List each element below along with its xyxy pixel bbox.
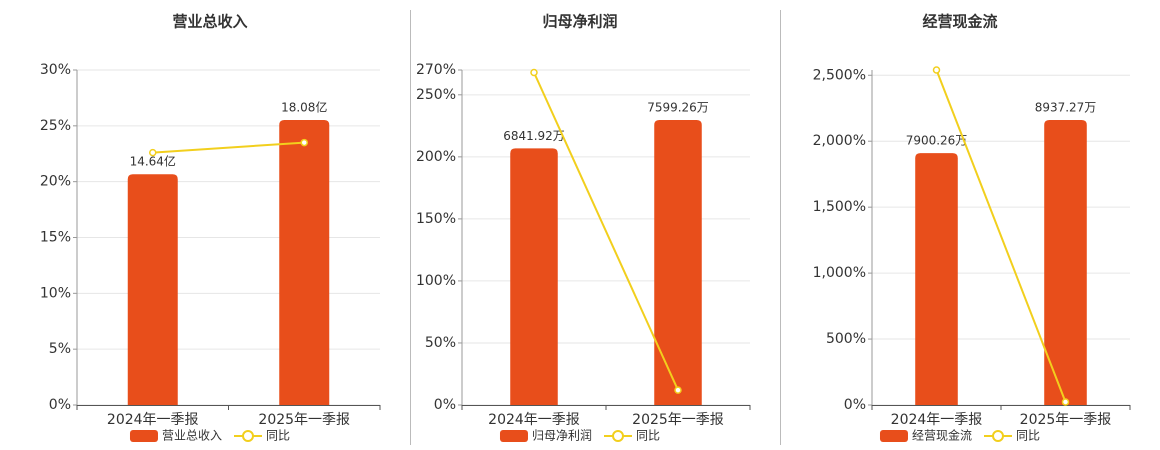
y-tick-label: 30% [40, 62, 71, 78]
legend-swatch [499, 430, 528, 442]
bar [127, 174, 178, 405]
y-tick-label: 2,000% [813, 133, 866, 149]
legend-label: 同比 [636, 429, 660, 443]
y-tick-label: 1,000% [813, 265, 866, 281]
y-tick-label: 250% [416, 87, 456, 103]
legend-label: 同比 [266, 429, 290, 443]
y-tick-label: 10% [40, 285, 71, 301]
value-label: 7599.26万 [647, 100, 709, 114]
legend-swatch [612, 430, 624, 442]
x-tick-label: 2025年一季报 [258, 412, 350, 428]
legend-swatch [992, 430, 1004, 442]
legend-label: 归母净利润 [532, 429, 592, 443]
y-tick-label: 0% [434, 397, 456, 413]
x-tick-label: 2024年一季报 [488, 412, 580, 428]
value-label: 8937.27万 [1035, 100, 1097, 114]
y-tick-label: 15% [40, 230, 71, 246]
x-tick-label: 2024年一季报 [891, 412, 983, 428]
chart-title: 归母净利润 [542, 13, 617, 31]
y-tick-label: 270% [416, 62, 456, 78]
line-point [530, 68, 538, 77]
y-tick-label: 150% [416, 211, 456, 227]
legend-swatch [879, 430, 908, 442]
y-tick-label: 2,500% [813, 67, 866, 83]
value-label: 7900.26万 [906, 134, 968, 148]
value-label: 6841.92万 [503, 129, 565, 143]
legend-label: 营业总收入 [162, 429, 222, 443]
y-tick-label: 200% [416, 149, 456, 165]
bar [915, 153, 958, 405]
y-tick-label: 5% [49, 341, 71, 357]
legend-label: 经营现金流 [912, 428, 972, 443]
y-tick-label: 0% [49, 397, 71, 413]
chart-title: 经营现金流 [922, 13, 997, 31]
legend-label: 同比 [1016, 429, 1040, 443]
line-point [932, 66, 941, 74]
y-tick-label: 20% [40, 174, 71, 190]
y-tick-label: 500% [826, 331, 866, 347]
legend-swatch [129, 430, 158, 442]
x-tick-label: 2024年一季报 [107, 412, 199, 428]
line-point [300, 138, 308, 147]
y-tick-label: 100% [416, 273, 456, 289]
y-tick-label: 0% [844, 397, 866, 413]
line [152, 141, 305, 154]
y-tick-label: 50% [425, 335, 456, 351]
value-label: 14.64亿 [130, 154, 176, 169]
line [935, 69, 1067, 403]
y-tick-label: 25% [40, 118, 71, 134]
line-point [1061, 398, 1070, 406]
legend-swatch [242, 430, 254, 442]
y-tick-label: 1,500% [813, 199, 866, 215]
line-point [149, 148, 157, 157]
bar [1044, 119, 1087, 405]
x-tick-label: 2025年一季报 [632, 412, 724, 428]
x-tick-label: 2025年一季报 [1020, 412, 1112, 428]
chart-title: 营业总收入 [172, 13, 247, 31]
line-point [674, 386, 682, 394]
line [533, 72, 679, 391]
bar [510, 148, 558, 405]
value-label: 18.08亿 [281, 99, 327, 114]
bar [654, 119, 702, 405]
bar [279, 119, 330, 405]
